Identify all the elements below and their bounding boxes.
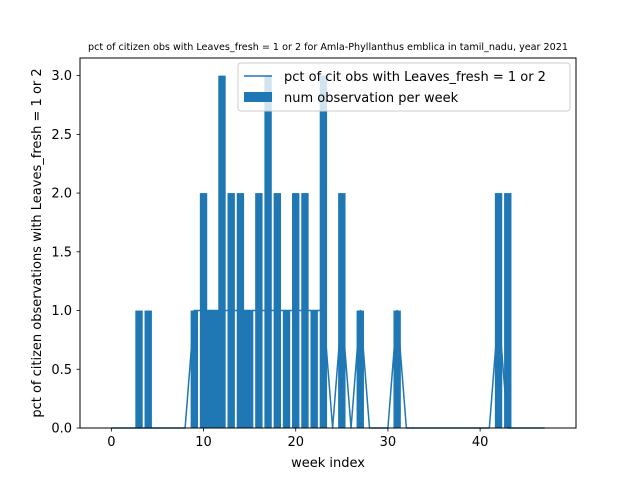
x-tick-label: 10 [195, 435, 212, 450]
y-axis: 0.0 0.5 1.0 1.5 2.0 2.5 3.0 [51, 69, 80, 437]
bar-week-4 [144, 310, 152, 428]
y-tick-label: 2.0 [51, 187, 72, 202]
bar-week-27 [356, 310, 364, 428]
bar-week-14-5 [241, 310, 249, 428]
x-tick-label: 30 [380, 435, 397, 450]
bar-week-10-5 [204, 310, 212, 428]
bar-week-23 [319, 75, 328, 429]
bar-week-9 [190, 310, 199, 428]
y-tick-label: 0.5 [51, 363, 72, 378]
bar-week-15 [245, 310, 254, 428]
x-tick-label: 0 [107, 435, 115, 450]
bar-week-11-5 [213, 310, 222, 428]
y-tick-label: 1.5 [51, 245, 72, 260]
bar-week-12 [218, 75, 226, 429]
y-tick-label: 2.5 [51, 128, 72, 143]
legend: pct of cit obs with Leaves_fresh = 1 or … [237, 62, 571, 112]
y-tick-label: 1.0 [51, 304, 72, 319]
legend-bar-swatch [244, 92, 272, 102]
bar-week-31 [393, 310, 401, 428]
x-axis: 0 10 20 30 40 [107, 428, 488, 450]
bar-week-19 [282, 310, 291, 428]
y-tick-label: 3.0 [51, 69, 72, 84]
bar-week-43 [504, 193, 512, 428]
legend-entry-line: pct of cit obs with Leaves_fresh = 1 or … [284, 70, 546, 85]
legend-entry-bar: num observation per week [284, 91, 459, 106]
legend-frame [237, 62, 571, 112]
plot-frame [79, 57, 577, 429]
bar-week-11 [209, 310, 217, 428]
chart-title: pct of citizen obs with Leaves_fresh = 1… [88, 42, 568, 53]
y-tick-label: 0.0 [51, 422, 72, 437]
y-axis-label: pct of citizen observations with Leaves_… [30, 68, 45, 417]
bar-week-17 [264, 75, 272, 429]
bar-week-22 [310, 310, 318, 428]
x-tick-label: 40 [472, 435, 489, 450]
x-axis-label: week index [291, 456, 365, 471]
x-tick-label: 20 [287, 435, 304, 450]
bar-week-3 [135, 310, 143, 428]
